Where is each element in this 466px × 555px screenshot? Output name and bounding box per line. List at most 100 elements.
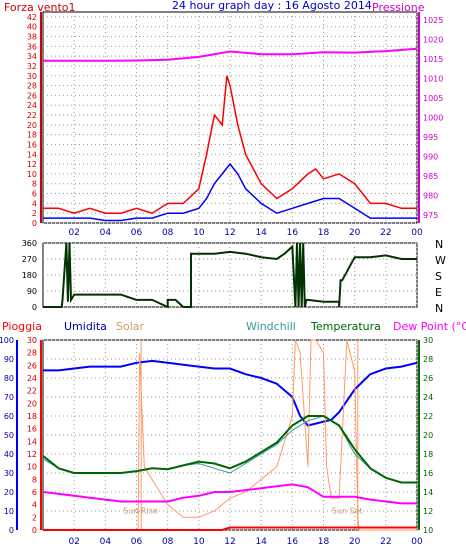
panel2-y-tick: 180 [22, 271, 37, 280]
panel1-y-right-tick: 985 [423, 172, 438, 181]
panel1-y-left-tick: 40 [27, 23, 37, 32]
panel3-x-tick: 22 [380, 537, 391, 547]
series-direction [43, 242, 417, 309]
panel1-y-right-tick: 1025 [423, 16, 443, 25]
panel2-y-tick: 360 [22, 239, 37, 248]
panel1-y-left-tick: 36 [27, 42, 37, 51]
panel1-y-left-tick: 12 [27, 160, 37, 169]
panel3-humidity-tick: 30 [4, 469, 14, 478]
panel1-y-left-tick: 26 [27, 91, 37, 100]
top-right-axis-label: Pressione [372, 1, 425, 14]
panel1-x-tick: 02 [68, 228, 79, 238]
panel3-humidity-tick: 20 [4, 488, 14, 497]
panel1-x-tick: 10 [193, 228, 205, 238]
sun-set-annotation: Sun Set [332, 507, 363, 516]
panel1-y-right-tick: 995 [423, 133, 438, 142]
panel1-y-left-tick: 30 [27, 72, 37, 81]
compass-label: S [435, 270, 442, 283]
panel1-y-left-tick: 10 [27, 170, 37, 179]
panel1-y-left-tick: 8 [32, 180, 37, 189]
panel3-temp-tick: 16 [423, 469, 433, 478]
panel3-humidity-tick: 80 [4, 374, 14, 383]
panel3-x-tick: 04 [100, 537, 112, 547]
panel3-humidity-tick: 100 [0, 336, 14, 345]
panel3-humidity-tick: 70 [4, 393, 14, 402]
compass-label: W [435, 254, 446, 267]
series-pioggia [43, 526, 417, 531]
series-wind [43, 162, 417, 222]
panel1-y-right-tick: 975 [423, 211, 438, 220]
panel3-rain-tick: 28 [27, 349, 37, 358]
series-temperatura [42, 415, 417, 484]
compass-label: N [435, 302, 443, 315]
panel3-rain-tick: 2 [32, 513, 37, 522]
sun-rise-annotation: Sun Rise [123, 507, 158, 516]
panel1-y-left-tick: 32 [27, 62, 37, 71]
panel1-x-tick: 22 [380, 228, 391, 238]
panel1-x-tick: 16 [287, 228, 299, 238]
panel1-y-left-tick: 0 [32, 219, 37, 228]
panel3-x-tick: 14 [255, 537, 267, 547]
panel3-temp-tick: 14 [423, 488, 433, 497]
panel3-humidity-tick: 0 [9, 526, 14, 535]
panel2-y-tick: 270 [22, 255, 37, 264]
panel1-y-right-tick: 990 [423, 153, 438, 162]
panel3-temp-tick: 22 [423, 412, 433, 421]
panel3-x-tick: 12 [224, 537, 235, 547]
panel3-humidity-tick: 90 [4, 355, 14, 364]
panel3-rain-tick: 26 [27, 361, 37, 370]
panel1-y-right-tick: 1010 [423, 74, 443, 83]
panel3-rain-tick: 18 [27, 412, 37, 421]
panel1-y-left-tick: 18 [27, 131, 37, 140]
panel3-rain-tick: 22 [27, 387, 37, 396]
panel1-x-tick: 00 [411, 228, 423, 238]
windchill-label: Windchill [246, 320, 296, 333]
panel3-temp-tick: 24 [423, 393, 433, 402]
panel3-rain-tick: 0 [32, 526, 37, 535]
panel1-y-left-tick: 6 [32, 190, 37, 199]
panel3-x-tick: 10 [193, 537, 205, 547]
panel3-rain-tick: 4 [32, 501, 37, 510]
panel1-x-tick: 12 [224, 228, 235, 238]
panel1-y-left-tick: 24 [27, 101, 37, 110]
panel3-rain-tick: 30 [27, 336, 37, 345]
panel1-y-right-tick: 1015 [423, 55, 443, 64]
temperatura-label: Temperatura [310, 320, 381, 333]
series-umidita [43, 359, 418, 427]
pioggia-label: Pioggia [2, 320, 42, 333]
panel1-x-tick: 04 [100, 228, 112, 238]
umidita-label: Umidita [64, 320, 107, 333]
panel1-x-tick: 06 [131, 228, 143, 238]
panel2-y-tick: 90 [27, 287, 37, 296]
panel3-temp-tick: 26 [423, 374, 433, 383]
panel3-x-tick: 00 [411, 537, 423, 547]
panel3-x-tick: 18 [318, 537, 330, 547]
panel1-y-left-tick: 34 [27, 52, 37, 61]
panel3-rain-tick: 12 [27, 450, 37, 459]
panel3-rain-tick: 6 [32, 488, 37, 497]
panel3-rain-tick: 16 [27, 425, 37, 434]
panel3-rain-tick: 10 [27, 463, 37, 472]
panel3-x-tick: 06 [131, 537, 143, 547]
panel1-y-left-tick: 2 [32, 209, 37, 218]
panel1-y-left-tick: 28 [27, 82, 37, 91]
panel1-y-left-tick: 38 [27, 33, 37, 42]
panel3-temp-tick: 28 [423, 355, 433, 364]
panel3-humidity-tick: 10 [4, 507, 14, 516]
panel3-rain-tick: 8 [32, 475, 37, 484]
panel3-temp-tick: 18 [423, 450, 433, 459]
panel3-humidity-tick: 60 [4, 412, 14, 421]
dew-point-label: Dew Point (°C) [393, 320, 466, 333]
series-gust [43, 75, 417, 215]
panel1-y-left-tick: 4 [32, 199, 37, 208]
panel1-y-left-tick: 16 [27, 140, 37, 149]
panel1-y-right-tick: 1005 [423, 94, 443, 103]
panel1-x-tick: 14 [255, 228, 267, 238]
panel3-x-tick: 08 [162, 537, 174, 547]
panel3-rain-tick: 14 [27, 437, 37, 446]
panel3-x-tick: 02 [68, 537, 79, 547]
panel1-x-tick: 08 [162, 228, 174, 238]
series-pressure [43, 47, 418, 62]
panel1-y-left-tick: 42 [27, 13, 37, 22]
